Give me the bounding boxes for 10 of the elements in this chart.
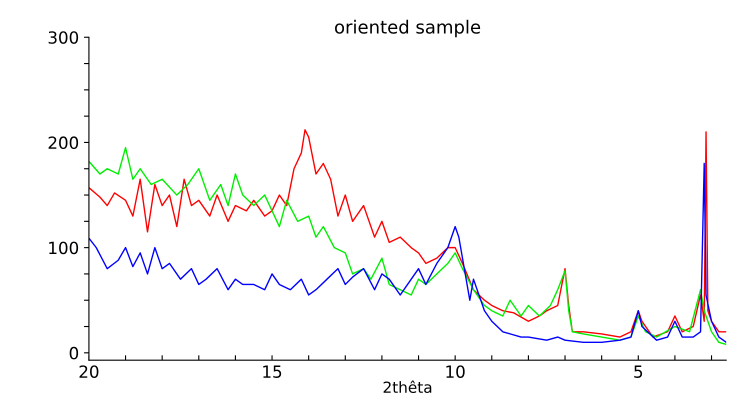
x-tick-label: 10 — [446, 365, 465, 378]
y-tick-label: 200 — [48, 136, 78, 150]
chart-title: oriented sample — [335, 20, 480, 38]
y-tick-label: 100 — [49, 242, 78, 254]
x-tick-label: 15 — [263, 366, 282, 378]
x-axis-title: 2thêta — [384, 380, 432, 393]
x-tick-label: 20 — [80, 365, 98, 378]
x-tick-label: 5 — [634, 366, 642, 378]
y-tick-label: 0 — [70, 346, 78, 360]
y-tick-label: 300 — [48, 31, 78, 44]
